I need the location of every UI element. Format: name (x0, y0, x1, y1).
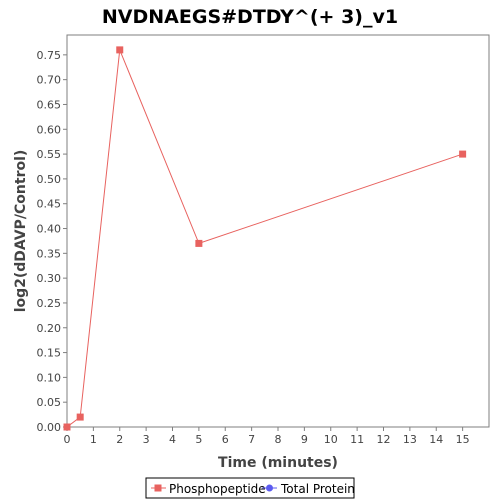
x-tick-label: 1 (90, 433, 97, 446)
y-tick-label: 0.30 (37, 272, 62, 285)
x-tick-label: 15 (456, 433, 470, 446)
y-tick-label: 0.10 (37, 371, 62, 384)
legend-total-protein-label: Total Protein (280, 482, 355, 496)
y-tick-label: 0.20 (37, 322, 62, 335)
y-tick-label: 0.65 (37, 98, 62, 111)
y-tick-label: 0.70 (37, 74, 62, 87)
data-point (195, 239, 203, 247)
y-tick-label: 0.35 (37, 247, 62, 260)
y-tick-label: 0.40 (37, 223, 62, 236)
y-tick-label: 0.45 (37, 198, 62, 211)
y-tick-label: 0.15 (37, 347, 62, 360)
x-tick-label: 14 (429, 433, 443, 446)
x-axis: 0 1 2 3 4 5 6 7 8 9 10 11 12 13 14 15 (64, 427, 470, 446)
legend-item-phosphopeptide: Phosphopeptide (151, 482, 266, 496)
data-point (63, 423, 71, 431)
data-point (116, 46, 124, 54)
legend-phosphopeptide-marker (154, 484, 162, 492)
chart-title: NVDNAEGS#DTDY^(+ 3)_v1 (102, 6, 398, 28)
legend-box (145, 477, 355, 499)
y-tick-label: 0.25 (37, 297, 62, 310)
x-tick-label: 12 (377, 433, 391, 446)
data-point (459, 150, 467, 158)
y-tick-label: 0.05 (37, 396, 62, 409)
x-axis-label: Time (minutes) (218, 455, 338, 471)
x-tick-label: 9 (301, 433, 308, 446)
y-tick-label: 0.00 (37, 421, 62, 434)
y-tick-label: 0.60 (37, 123, 62, 136)
x-tick-label: 11 (350, 433, 364, 446)
x-tick-label: 6 (222, 433, 229, 446)
y-axis-label: log2(dDAVP/Control) (13, 150, 29, 313)
x-tick-label: 4 (169, 433, 176, 446)
x-tick-label: 5 (195, 433, 202, 446)
x-tick-label: 7 (248, 433, 255, 446)
plot-area (66, 34, 490, 428)
legend-phosphopeptide-label: Phosphopeptide (169, 482, 266, 496)
y-axis: 0.00 0.05 0.10 0.15 0.20 0.25 0.30 0.35 0.40 0.45… (37, 49, 67, 434)
x-tick-label: 0 (64, 433, 71, 446)
x-tick-label: 8 (275, 433, 282, 446)
y-tick-label: 0.55 (37, 148, 62, 161)
y-tick-label: 0.75 (37, 49, 62, 62)
legend: Phosphopeptide Total Protein (145, 477, 355, 499)
y-tick-label: 0.50 (37, 173, 62, 186)
legend-item-total-protein: Total Protein (262, 482, 355, 496)
data-point (76, 413, 84, 421)
x-tick-label: 10 (324, 433, 338, 446)
x-tick-label: 2 (116, 433, 123, 446)
series-layer (63, 46, 467, 431)
legend-total-protein-marker (266, 484, 273, 492)
x-tick-label: 13 (403, 433, 417, 446)
x-tick-label: 3 (143, 433, 150, 446)
